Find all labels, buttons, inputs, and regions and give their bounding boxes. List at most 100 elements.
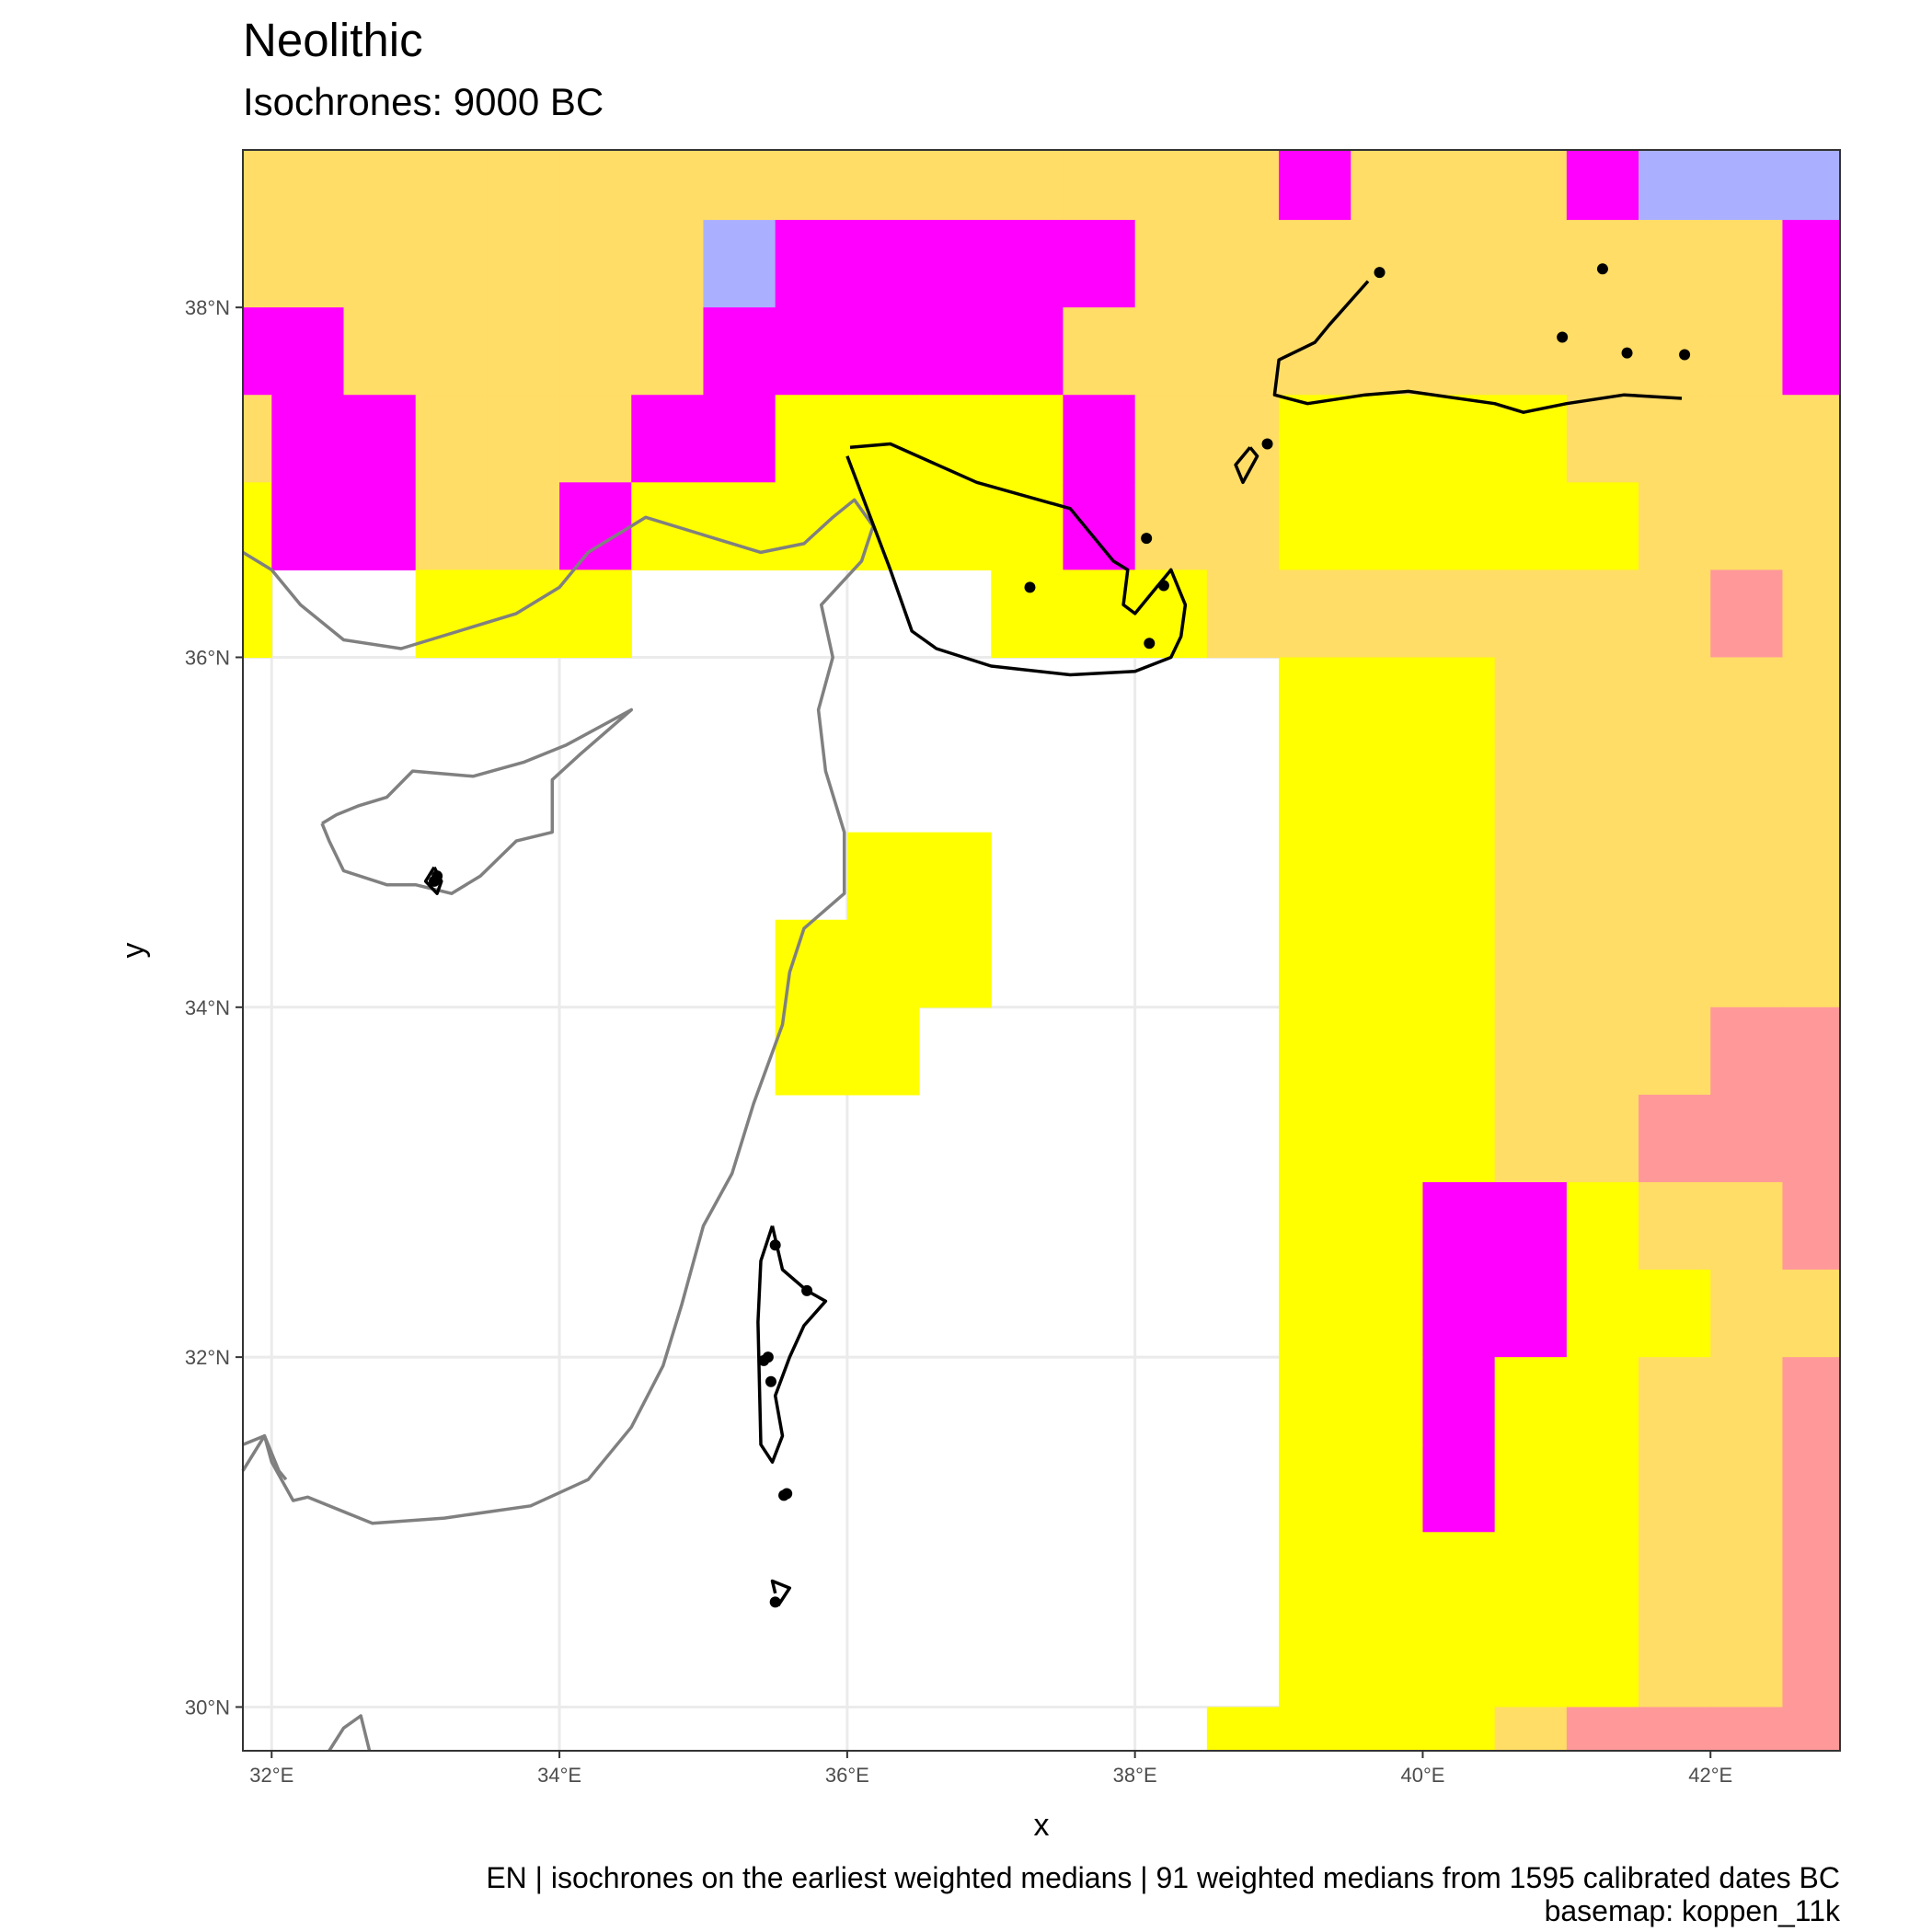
site-point	[1024, 581, 1036, 593]
raster-cell	[775, 307, 848, 396]
raster-cell	[1639, 1619, 1711, 1708]
raster-cell	[559, 569, 632, 659]
site-point	[1157, 580, 1169, 592]
raster-cell	[1566, 657, 1639, 746]
raster-cell	[1351, 1707, 1424, 1752]
raster-cell	[846, 1006, 920, 1096]
raster-cell	[1782, 1444, 1841, 1533]
x-axis: 32°E 34°E 36°E 38°E 40°E 42°E	[249, 1751, 1732, 1787]
raster-cell	[846, 220, 920, 308]
raster-cell	[1063, 395, 1136, 483]
raster-cell	[1494, 307, 1568, 396]
raster-cell	[1782, 1707, 1841, 1752]
y-tick-label: 34°N	[185, 996, 230, 1019]
raster-cell	[1782, 569, 1841, 659]
site-point	[769, 1239, 781, 1251]
raster-cell	[846, 919, 920, 1008]
raster-cell	[1206, 1707, 1280, 1752]
raster-cell	[1351, 150, 1424, 221]
raster-cell	[1494, 1270, 1568, 1358]
raster-cell	[1494, 1532, 1568, 1620]
raster-cell	[1782, 220, 1841, 308]
site-point	[769, 1596, 781, 1608]
raster-cell	[703, 220, 776, 308]
caption-line-1: EN | isochrones on the earliest weighted…	[486, 1861, 1840, 1894]
isochrone-line	[770, 1579, 792, 1607]
isochrone-line	[1234, 446, 1259, 485]
raster-cell	[1351, 395, 1424, 483]
raster-cell	[243, 150, 272, 221]
raster-cell	[703, 307, 776, 396]
raster-cell	[1422, 482, 1496, 570]
site-point	[762, 1351, 774, 1363]
raster-cell	[1566, 1357, 1639, 1445]
raster-cell	[991, 395, 1064, 483]
site-point	[1144, 638, 1156, 650]
coastline	[241, 1433, 288, 1481]
raster-cell	[1422, 657, 1496, 746]
y-tick-label: 38°N	[185, 296, 230, 319]
y-tick-label: 30°N	[185, 1696, 230, 1719]
raster-cell	[631, 220, 705, 308]
raster-cell	[1639, 919, 1711, 1008]
raster-cell	[559, 395, 632, 483]
raster-cell	[1494, 657, 1568, 746]
isochrone-line	[1272, 280, 1683, 414]
raster-cell	[1639, 1532, 1711, 1620]
raster-cell	[1566, 1270, 1639, 1358]
site-point	[1679, 349, 1691, 361]
raster-cell	[1422, 395, 1496, 483]
site-points	[429, 263, 1691, 1608]
x-axis-title: x	[1034, 1808, 1050, 1843]
raster-cell	[1351, 569, 1424, 659]
raster-cells	[243, 150, 1841, 1752]
raster-cell	[271, 307, 345, 396]
raster-cell	[1351, 1094, 1424, 1183]
raster-cell	[271, 150, 345, 221]
raster-cell	[1639, 744, 1711, 834]
raster-cell	[1279, 1270, 1351, 1358]
raster-cell	[415, 220, 489, 308]
raster-cell	[1279, 1619, 1351, 1708]
raster-cell	[1279, 744, 1351, 834]
raster-cell	[846, 482, 920, 570]
raster-cell	[631, 150, 705, 221]
raster-cell	[1494, 482, 1568, 570]
raster-cell	[1279, 1444, 1351, 1533]
site-point	[765, 1375, 776, 1387]
site-point	[1596, 263, 1608, 275]
raster-cell	[487, 482, 560, 570]
raster-cell	[1639, 569, 1711, 659]
caption-line-2: basemap: koppen_11k	[1544, 1894, 1840, 1927]
raster-cell	[1279, 832, 1351, 921]
raster-cell	[1134, 150, 1208, 221]
raster-cell	[631, 307, 705, 396]
raster-cell	[1782, 1006, 1841, 1096]
site-point	[1374, 267, 1386, 279]
raster-cell	[1279, 1094, 1351, 1183]
raster-cell	[1566, 482, 1639, 570]
raster-cell	[1279, 395, 1351, 483]
raster-cell	[1494, 1619, 1568, 1708]
raster-cell	[243, 482, 272, 570]
raster-cell	[1351, 1619, 1424, 1708]
raster-cell	[343, 395, 417, 483]
raster-cell	[343, 482, 417, 570]
raster-cell	[1494, 150, 1568, 221]
raster-cell	[1566, 744, 1639, 834]
x-tick-label: 34°E	[537, 1764, 581, 1787]
y-axis: 30°N 32°N 34°N 36°N 38°N	[185, 296, 243, 1719]
raster-cell	[1566, 1532, 1639, 1620]
raster-cell	[1279, 1181, 1351, 1271]
raster-cell	[1782, 1181, 1841, 1271]
site-point	[801, 1284, 813, 1296]
raster-cell	[415, 395, 489, 483]
raster-cell	[1710, 1270, 1784, 1358]
raster-cell	[1279, 657, 1351, 746]
isochrone-line	[756, 1225, 828, 1464]
raster-cell	[1279, 1357, 1351, 1445]
raster-cell	[919, 482, 992, 570]
coastline	[320, 707, 634, 895]
raster-cell	[1710, 482, 1784, 570]
raster-cell	[1710, 1532, 1784, 1620]
